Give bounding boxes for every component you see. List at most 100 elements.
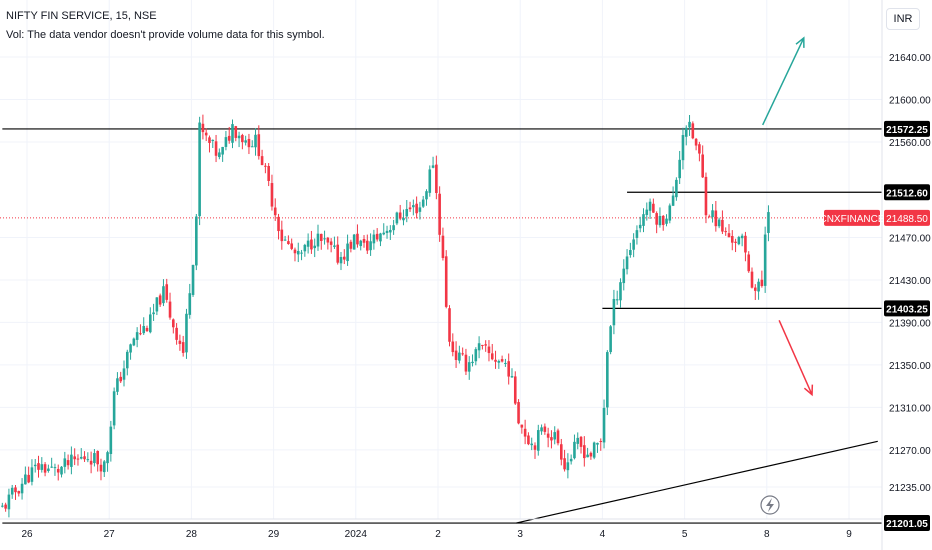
candle bbox=[724, 231, 727, 233]
arrow-line bbox=[762, 37, 805, 126]
candle bbox=[602, 407, 606, 443]
candle bbox=[566, 462, 570, 471]
candle bbox=[497, 360, 501, 363]
candle bbox=[609, 326, 612, 353]
candle bbox=[438, 193, 441, 235]
candle bbox=[96, 451, 99, 465]
candle bbox=[645, 209, 649, 215]
candle bbox=[592, 442, 596, 458]
candle bbox=[760, 279, 764, 287]
candle bbox=[757, 281, 760, 292]
candle bbox=[188, 293, 192, 315]
candle bbox=[389, 229, 392, 233]
currency-button[interactable]: INR bbox=[886, 8, 920, 30]
candle bbox=[70, 454, 73, 467]
time-tick-label: 2024 bbox=[345, 529, 368, 540]
volume-note: Vol: The data vendor doesn't provide vol… bbox=[6, 29, 325, 41]
candle bbox=[66, 460, 70, 466]
symbol-title[interactable]: NIFTY FIN SERVICE, 15, NSE bbox=[6, 10, 157, 22]
candle bbox=[435, 164, 438, 194]
candle bbox=[14, 487, 17, 493]
candle bbox=[698, 144, 701, 154]
candle bbox=[247, 138, 251, 148]
candle bbox=[352, 234, 356, 250]
candle bbox=[599, 440, 603, 442]
candle bbox=[326, 237, 330, 243]
candle bbox=[550, 437, 553, 441]
candle bbox=[73, 456, 76, 460]
candle bbox=[678, 159, 681, 179]
candle bbox=[149, 314, 152, 333]
candle bbox=[316, 233, 320, 247]
candlestick-series bbox=[1, 114, 770, 518]
price-badge-label: 21403.25 bbox=[886, 304, 928, 315]
candle bbox=[329, 241, 333, 245]
last-price-badge-label: 21488.50 bbox=[886, 214, 928, 225]
symbol-badge-label: CNXFINANCE bbox=[819, 214, 884, 225]
candle bbox=[504, 362, 507, 364]
candle bbox=[444, 256, 448, 307]
candle bbox=[451, 341, 455, 353]
price-axis[interactable]: 21640.00 21600.00 21560.00 21470.00 21430.00… bbox=[881, 0, 931, 550]
time-tick-label: 3 bbox=[517, 529, 523, 540]
candle bbox=[86, 459, 90, 461]
candle bbox=[257, 134, 261, 157]
candle bbox=[415, 203, 418, 214]
time-tick-label: 29 bbox=[268, 529, 280, 540]
candle bbox=[17, 490, 21, 494]
candle bbox=[191, 264, 195, 295]
arrow-head bbox=[803, 384, 814, 397]
candle bbox=[619, 282, 622, 301]
candle bbox=[53, 467, 57, 469]
candle bbox=[290, 243, 293, 249]
candle bbox=[56, 468, 60, 473]
price-tick-label: 21640.00 bbox=[889, 53, 931, 64]
time-tick-label: 4 bbox=[600, 529, 606, 540]
candle bbox=[83, 456, 86, 460]
candle bbox=[421, 199, 425, 207]
candle bbox=[543, 426, 547, 432]
candle bbox=[513, 376, 517, 404]
candle bbox=[296, 250, 300, 255]
candle bbox=[109, 426, 113, 454]
candle bbox=[589, 452, 593, 457]
candle bbox=[734, 241, 737, 243]
candle bbox=[730, 236, 734, 243]
price-tick-label: 21600.00 bbox=[889, 95, 931, 106]
candle bbox=[740, 235, 744, 239]
candle bbox=[747, 254, 751, 272]
candle bbox=[638, 224, 642, 229]
candle bbox=[665, 218, 668, 224]
candle bbox=[10, 487, 14, 495]
time-tick-label: 28 bbox=[186, 529, 198, 540]
price-tick-label: 21270.00 bbox=[889, 446, 931, 457]
candle bbox=[119, 376, 123, 382]
candle bbox=[362, 238, 366, 243]
candle bbox=[615, 299, 619, 301]
candle bbox=[106, 452, 109, 464]
symbol-badge bbox=[824, 209, 880, 226]
candle bbox=[300, 252, 303, 254]
candle bbox=[241, 135, 244, 143]
candle bbox=[642, 214, 645, 226]
candle bbox=[606, 352, 609, 408]
candle bbox=[441, 235, 445, 258]
candle bbox=[707, 216, 711, 218]
candle bbox=[648, 201, 652, 211]
time-axis[interactable]: 26 27 28 29 2024 2 3 4 5 8 9 bbox=[0, 518, 882, 540]
candle bbox=[93, 453, 96, 464]
candle bbox=[40, 464, 44, 470]
candle bbox=[661, 215, 665, 225]
candle bbox=[152, 312, 155, 315]
lightning-icon[interactable] bbox=[760, 495, 780, 515]
candle bbox=[767, 212, 770, 233]
candle bbox=[165, 284, 169, 300]
candle bbox=[596, 442, 599, 445]
candle bbox=[658, 216, 662, 226]
candle bbox=[500, 359, 504, 362]
candle bbox=[366, 240, 369, 251]
candle bbox=[737, 236, 741, 245]
price-badge-label: 21201.05 bbox=[886, 519, 928, 530]
time-tick-label: 5 bbox=[682, 529, 688, 540]
